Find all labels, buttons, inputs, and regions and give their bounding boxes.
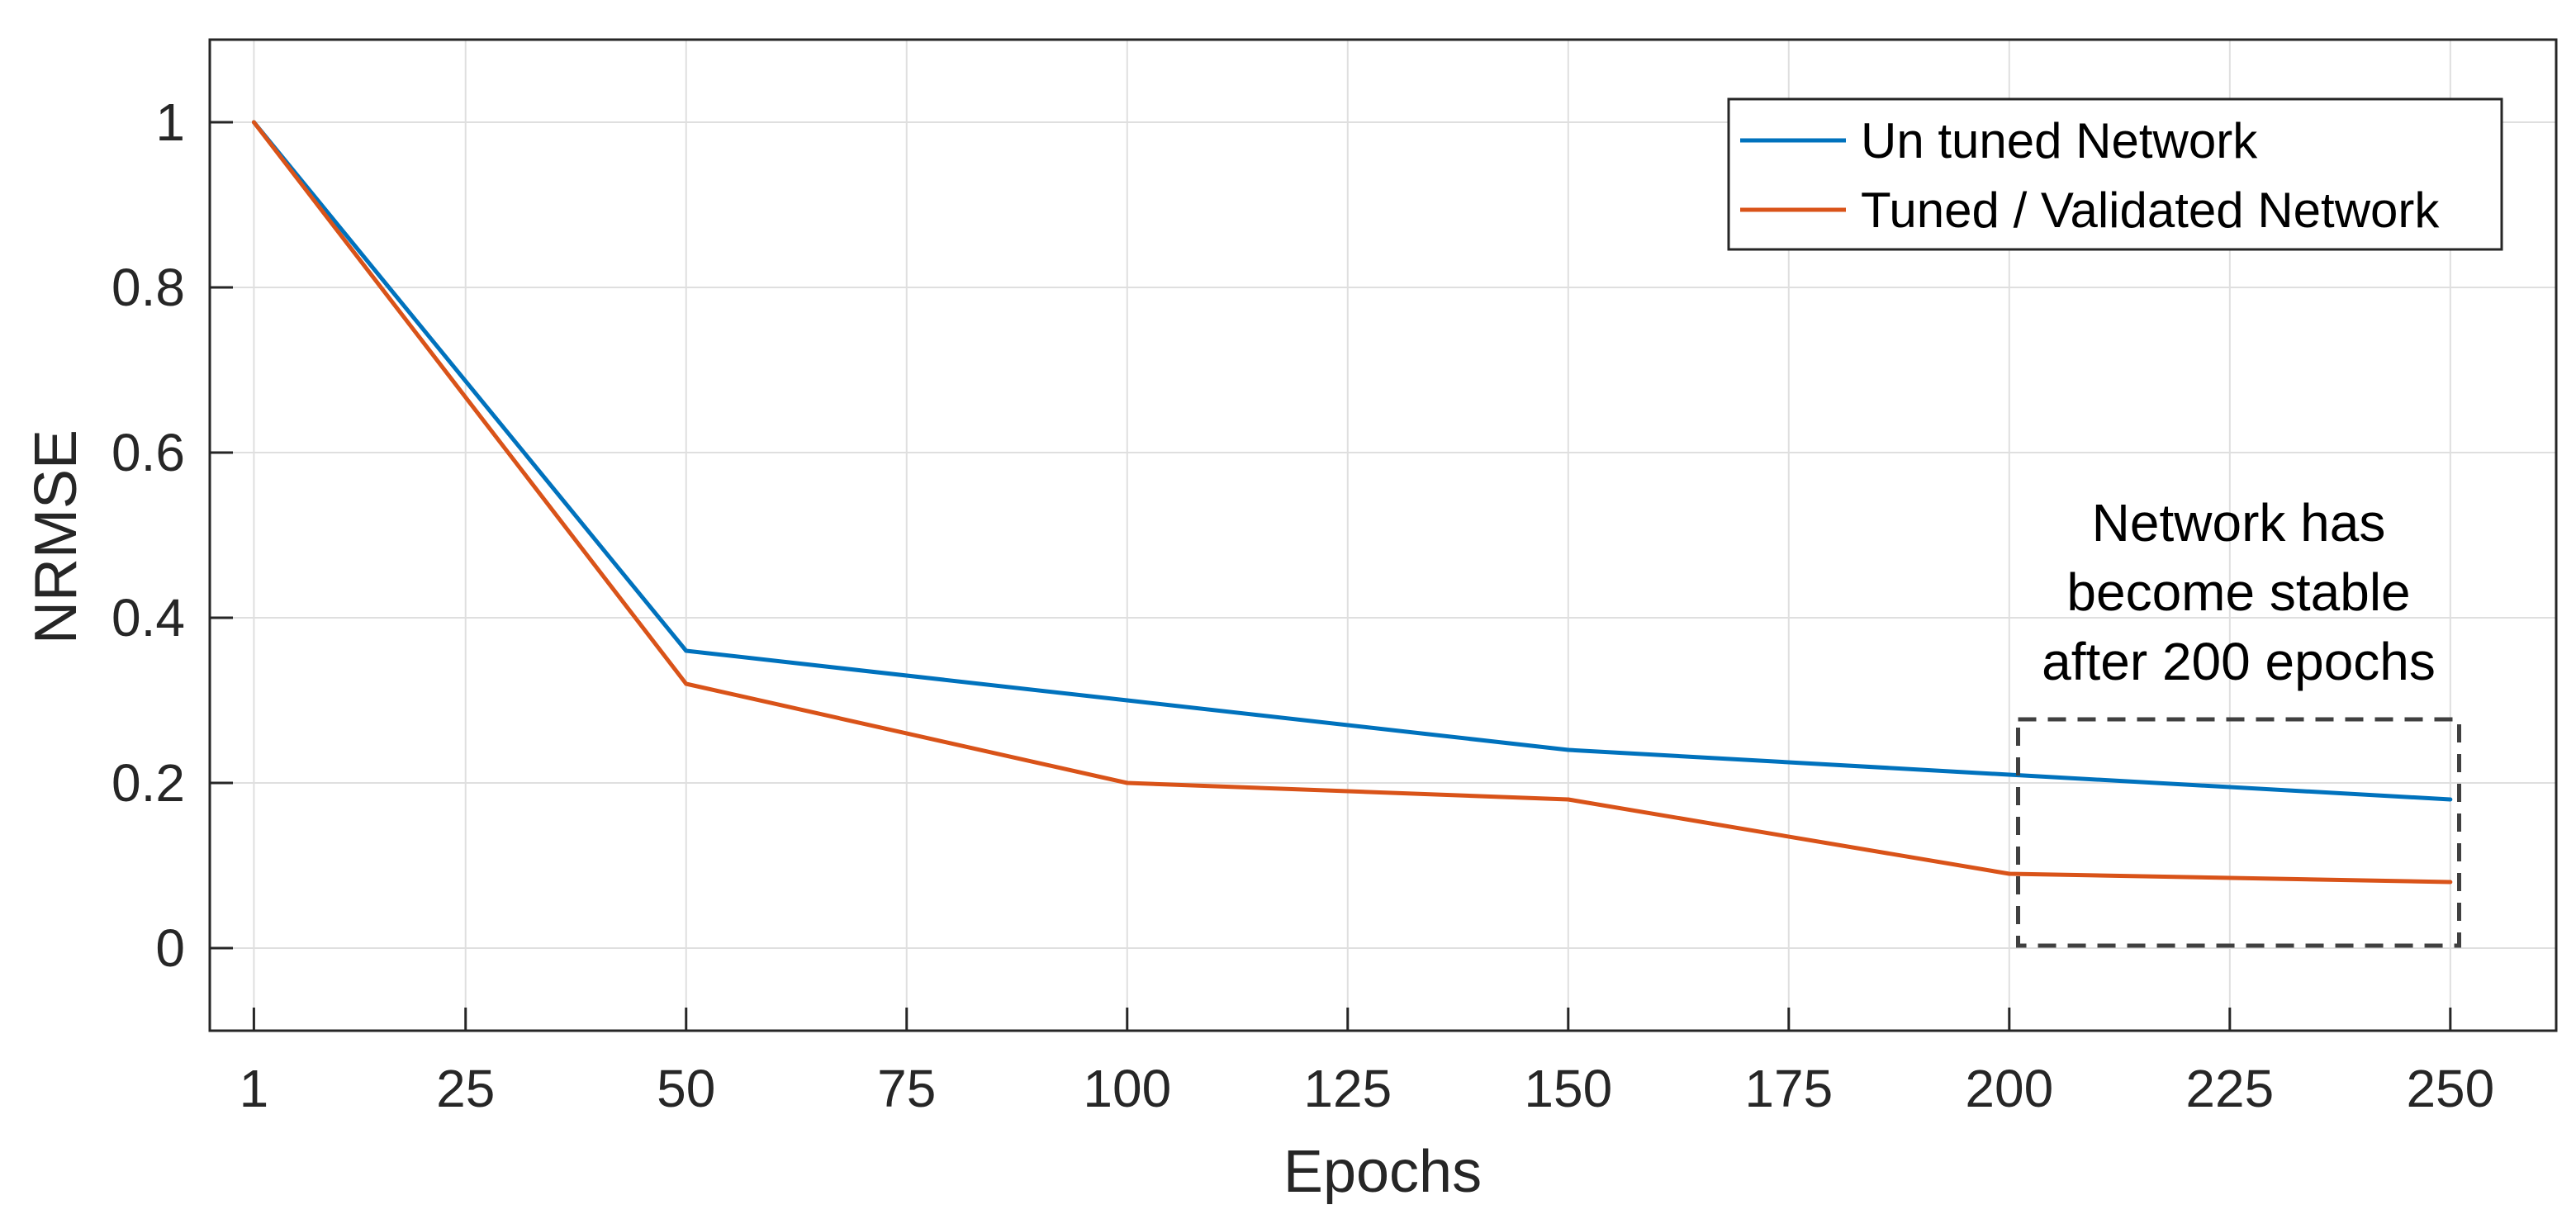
legend-label-untuned: Un tuned Network	[1861, 113, 2258, 168]
y-tick-label: 0.2	[111, 753, 185, 813]
x-tick-label: 150	[1524, 1059, 1612, 1118]
legend: Un tuned Network Tuned / Validated Netwo…	[1727, 97, 2503, 251]
series-2-point	[251, 120, 256, 125]
series-line-2	[252, 121, 2450, 885]
series-1-point	[684, 648, 689, 653]
x-tick-label: 25	[436, 1059, 495, 1118]
y-tick-label: 0.4	[111, 588, 185, 647]
y-tick-label: 0.8	[111, 258, 185, 317]
series-2-point	[2007, 871, 2012, 876]
y-tick-label: 0.6	[111, 423, 185, 482]
series-2-point	[1566, 797, 1571, 802]
annotation: Network has become stable after 200 epoc…	[2015, 493, 2462, 948]
x-tick-label: 175	[1744, 1059, 1833, 1118]
series-line-1	[252, 121, 2450, 802]
x-axis-label: Epochs	[1283, 1139, 1482, 1205]
x-tick-label: 200	[1965, 1059, 2053, 1118]
x-tick-label: 250	[2406, 1059, 2494, 1118]
annotation-line-3: after 200 epochs	[2042, 632, 2436, 691]
annotation-box	[2015, 717, 2462, 948]
legend-label-tuned: Tuned / Validated Network	[1861, 183, 2440, 238]
series-2-point	[2448, 880, 2453, 885]
x-tick-label: 225	[2185, 1059, 2274, 1118]
x-tick-label: 50	[657, 1059, 715, 1118]
series-2-point	[684, 681, 689, 686]
legend-box	[1727, 97, 2503, 251]
x-tick-label: 75	[877, 1059, 936, 1118]
y-tick-label: 0	[155, 918, 185, 978]
series-2-point	[1125, 780, 1130, 785]
x-axis-ticks: 1 25 50 75 100 125 150 175 200 225 250	[240, 1008, 2494, 1118]
series-1-point	[1566, 747, 1571, 752]
x-tick-label: 125	[1303, 1059, 1392, 1118]
annotation-line-2: become stable	[2066, 562, 2410, 622]
series-1-point	[2448, 797, 2453, 802]
series-layer	[251, 120, 2453, 885]
y-axis-label: NRMSE	[23, 429, 89, 644]
plot-frame	[208, 38, 2558, 1032]
series-1-point	[1125, 698, 1130, 703]
y-tick-label: 1	[155, 92, 185, 152]
x-tick-label: 100	[1083, 1059, 1171, 1118]
x-tick-label: 1	[240, 1059, 269, 1118]
series-1-point	[2007, 772, 2012, 777]
annotation-line-1: Network has	[2092, 493, 2386, 553]
y-axis-ticks: 0 0.2 0.4 0.6 0.8 1	[111, 92, 233, 978]
